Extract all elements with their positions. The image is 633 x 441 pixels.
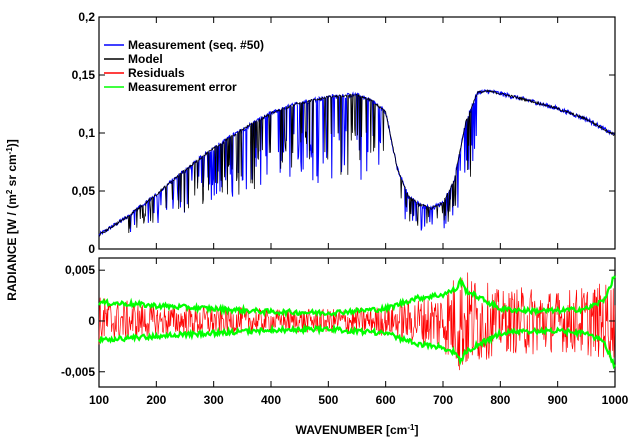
- top-ytick-label: 0: [88, 242, 95, 256]
- xtick-label: 900: [548, 393, 568, 407]
- xtick-label: 500: [318, 393, 338, 407]
- legend: Measurement (seq. #50)ModelResidualsMeas…: [104, 38, 264, 94]
- bottom-panel: -0,005 0 0,005 100 200 300 400 500 600 700 800 900…: [61, 257, 629, 407]
- error-upper-series: [98, 275, 616, 319]
- xtick-label: 1000: [602, 393, 629, 407]
- bottom-ytick-label: 0,005: [65, 263, 95, 277]
- axis-label-part: sr cm: [5, 154, 19, 189]
- model-series: [98, 89, 616, 237]
- legend-label: Measurement (seq. #50): [128, 38, 264, 52]
- axis-label-part: -1: [5, 147, 14, 155]
- y-axis-label: RADIANCE [W / (m2 sr cm-1)]: [5, 139, 20, 301]
- legend-label: Measurement error: [128, 80, 237, 94]
- bottom-ytick-label: 0: [88, 314, 95, 328]
- xtick-label: 100: [89, 393, 109, 407]
- axis-label-part: )]: [5, 139, 19, 147]
- xtick-label: 300: [204, 393, 224, 407]
- legend-label: Residuals: [128, 66, 185, 80]
- top-y-axis: 0 0,05 0,1 0,15 0,2: [72, 10, 615, 256]
- top-panel: 0 0,05 0,1 0,15 0,2 Measurement (seq. #50)Mo…: [72, 10, 616, 256]
- legend-label: Model: [128, 52, 163, 66]
- top-x-ticks: [98, 17, 616, 249]
- axis-label-part: -1: [407, 423, 415, 432]
- top-ytick-label: 0,05: [72, 184, 96, 198]
- x-axis: 100 200 300 400 500 600 700 800 900 1000: [89, 258, 629, 407]
- top-series-layer: [98, 88, 616, 238]
- xtick-label: 200: [146, 393, 166, 407]
- residuals-series: [98, 272, 616, 371]
- top-ytick-label: 0,2: [78, 10, 95, 24]
- bottom-series-layer: [98, 272, 616, 371]
- xtick-label: 700: [433, 393, 453, 407]
- xtick-label: 400: [261, 393, 281, 407]
- axis-label-part: 2: [5, 189, 14, 194]
- axis-label-part: RADIANCE [W / (m: [5, 194, 19, 301]
- top-ytick-label: 0,15: [72, 68, 96, 82]
- axis-label-part: ]: [414, 423, 418, 437]
- top-ytick-label: 0,1: [78, 126, 95, 140]
- bottom-y-axis: -0,005 0 0,005: [61, 263, 615, 379]
- axis-label-part: WAVENUMBER [cm: [296, 423, 408, 437]
- bottom-ytick-label: -0,005: [61, 365, 95, 379]
- xtick-label: 800: [490, 393, 510, 407]
- xtick-label: 600: [376, 393, 396, 407]
- error-lower-series: [98, 323, 616, 370]
- x-axis-label: WAVENUMBER [cm-1]: [296, 423, 419, 438]
